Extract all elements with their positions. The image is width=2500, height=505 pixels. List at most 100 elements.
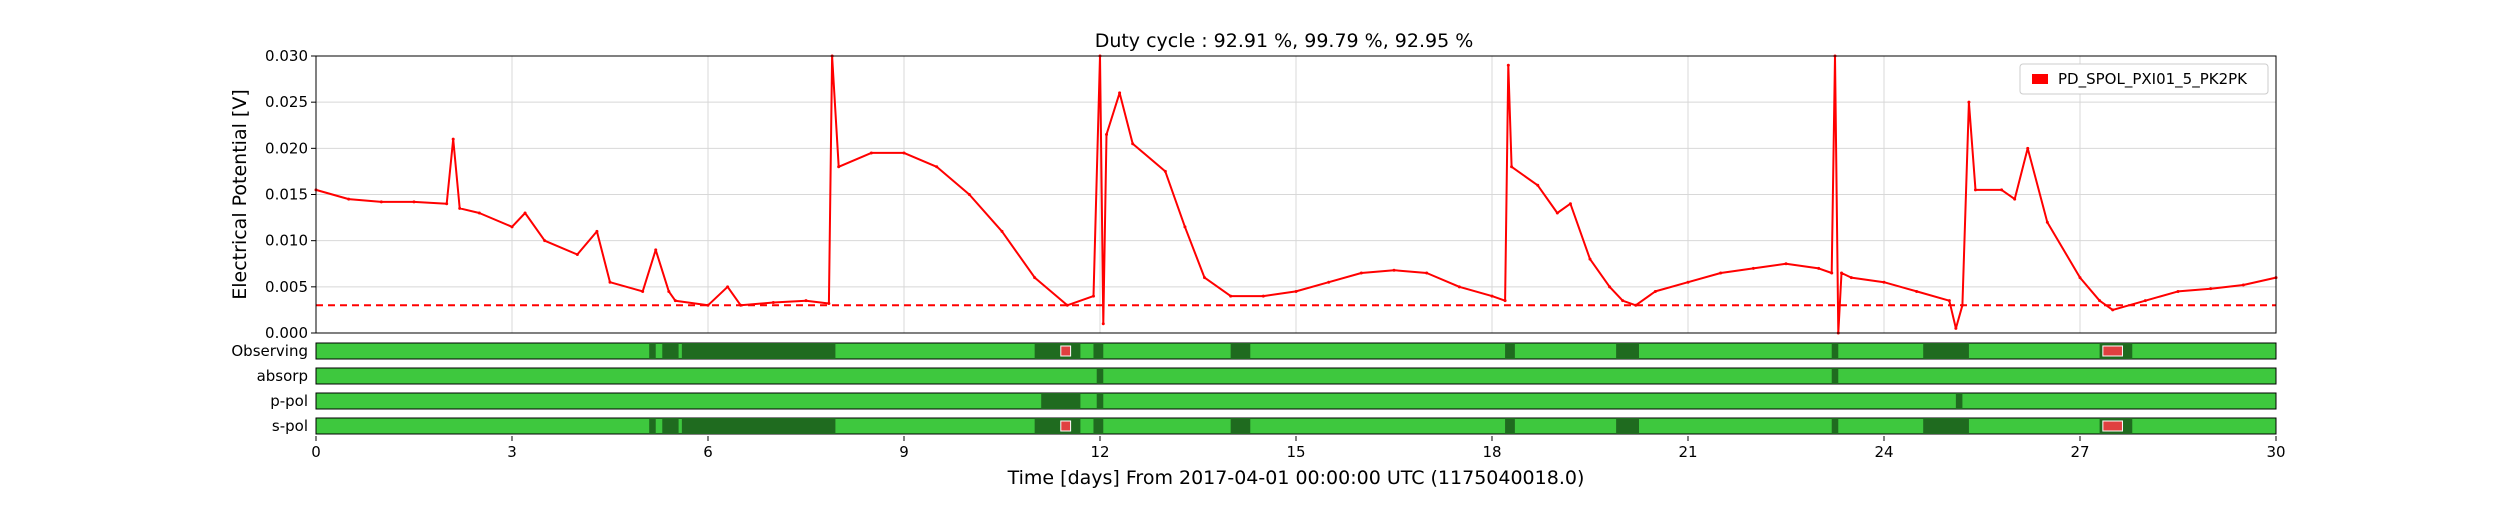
series-point (804, 299, 808, 303)
series-point (1719, 271, 1723, 275)
series-point (2143, 299, 2147, 303)
segment-inactive (1831, 418, 1839, 434)
series-point (1261, 294, 1265, 298)
segment-inactive (1923, 343, 1969, 359)
segment-inactive (1616, 343, 1639, 359)
series-point (412, 200, 416, 204)
series-point (2176, 289, 2180, 293)
series-point (347, 197, 351, 201)
series-point (2241, 283, 2245, 287)
series-point (935, 165, 939, 169)
series-point (2026, 146, 2030, 150)
segment-row-label: p-pol (270, 392, 308, 410)
y-axis-title: Electrical Potential [V] (229, 89, 251, 299)
series-point (445, 202, 449, 206)
segment-row-base (315, 342, 2277, 360)
series-point (543, 239, 547, 243)
series-point (523, 211, 527, 215)
segment-inactive (1505, 343, 1515, 359)
segment-inactive (1230, 343, 1251, 359)
y-tick-label: 0.010 (265, 232, 308, 250)
series-point (837, 165, 841, 169)
series-point (902, 151, 906, 155)
series-point (1359, 271, 1363, 275)
segment-inactive (681, 418, 836, 434)
segment-inactive (1955, 393, 1963, 409)
segment-inactive (662, 418, 679, 434)
segment-row: p-pol (270, 392, 2277, 410)
segment-flag (2102, 345, 2123, 357)
series-point (869, 151, 873, 155)
segment-flag (1060, 345, 1072, 357)
segment-inactive (1831, 343, 1839, 359)
series-point (2013, 197, 2017, 201)
segment-row: Observing (231, 342, 2277, 360)
segment-inactive (649, 343, 656, 359)
series-point (654, 248, 658, 252)
series-point (1653, 289, 1657, 293)
segment-row-base (315, 367, 2277, 385)
series-point (1634, 303, 1638, 307)
series-point (673, 299, 677, 303)
x-tick-label: 0 (311, 443, 321, 461)
x-tick-label: 27 (2070, 443, 2089, 461)
series-layer (314, 54, 2278, 335)
series-point (1101, 322, 1105, 326)
series-point (1960, 303, 1964, 307)
segment-row-label: absorp (257, 367, 308, 385)
series-point (1065, 303, 1069, 307)
segment-inactive (1093, 343, 1104, 359)
series-point (1425, 271, 1429, 275)
series-point (1621, 299, 1625, 303)
series-point (739, 303, 743, 307)
x-tick-label: 21 (1678, 443, 1697, 461)
series-point (2045, 220, 2049, 224)
series-point (1183, 225, 1187, 229)
series-point (667, 289, 671, 293)
y-tick-label: 0.015 (265, 186, 308, 204)
series-point (1784, 262, 1788, 266)
series-point (1229, 294, 1233, 298)
segment-row-label: s-pol (272, 417, 308, 435)
series-point (827, 301, 831, 305)
series-point (510, 225, 514, 229)
series-point (1954, 326, 1958, 330)
y-tick-label: 0.030 (265, 47, 308, 65)
segment-inactive (1096, 393, 1104, 409)
series-point (1506, 63, 1510, 67)
segment-inactive (681, 343, 836, 359)
x-tick-label: 3 (507, 443, 517, 461)
series-point (2209, 287, 2213, 291)
series-point (2098, 299, 2102, 303)
series-point (726, 285, 730, 289)
segment-inactive (1230, 418, 1251, 434)
x-tick-labels: 0 3 6 9 12 15 18 21 24 27 30 (311, 436, 2286, 461)
segment-flag (2102, 420, 2123, 432)
series-point (1588, 257, 1592, 261)
legend-series-name: PD_SPOL_PXI01_5_PK2PK (2058, 70, 2248, 89)
y-tick-label: 0.005 (265, 278, 308, 296)
series-point (1294, 289, 1298, 293)
series-point (706, 303, 710, 307)
segment-inactive (1034, 343, 1081, 359)
series-point (575, 253, 579, 257)
series-point (1457, 285, 1461, 289)
series-point (477, 211, 481, 215)
series-point (608, 280, 612, 284)
series-point (641, 289, 645, 293)
series-point (1510, 165, 1514, 169)
series-point (1392, 268, 1396, 272)
legend: PD_SPOL_PXI01_5_PK2PK (2019, 63, 2269, 95)
x-tick-label: 15 (1286, 443, 1305, 461)
series-point (1105, 132, 1109, 136)
y-tick-label: 0.020 (265, 139, 308, 157)
y-tick-label: 0.000 (265, 324, 308, 342)
segment-inactive (1616, 418, 1639, 434)
legend-swatch (2032, 74, 2048, 84)
segment-row: absorp (257, 367, 2277, 385)
series-point (1118, 91, 1122, 95)
x-tick-label: 9 (899, 443, 909, 461)
segment-rows: Observing absorp p-pol s-pol (231, 342, 2277, 435)
